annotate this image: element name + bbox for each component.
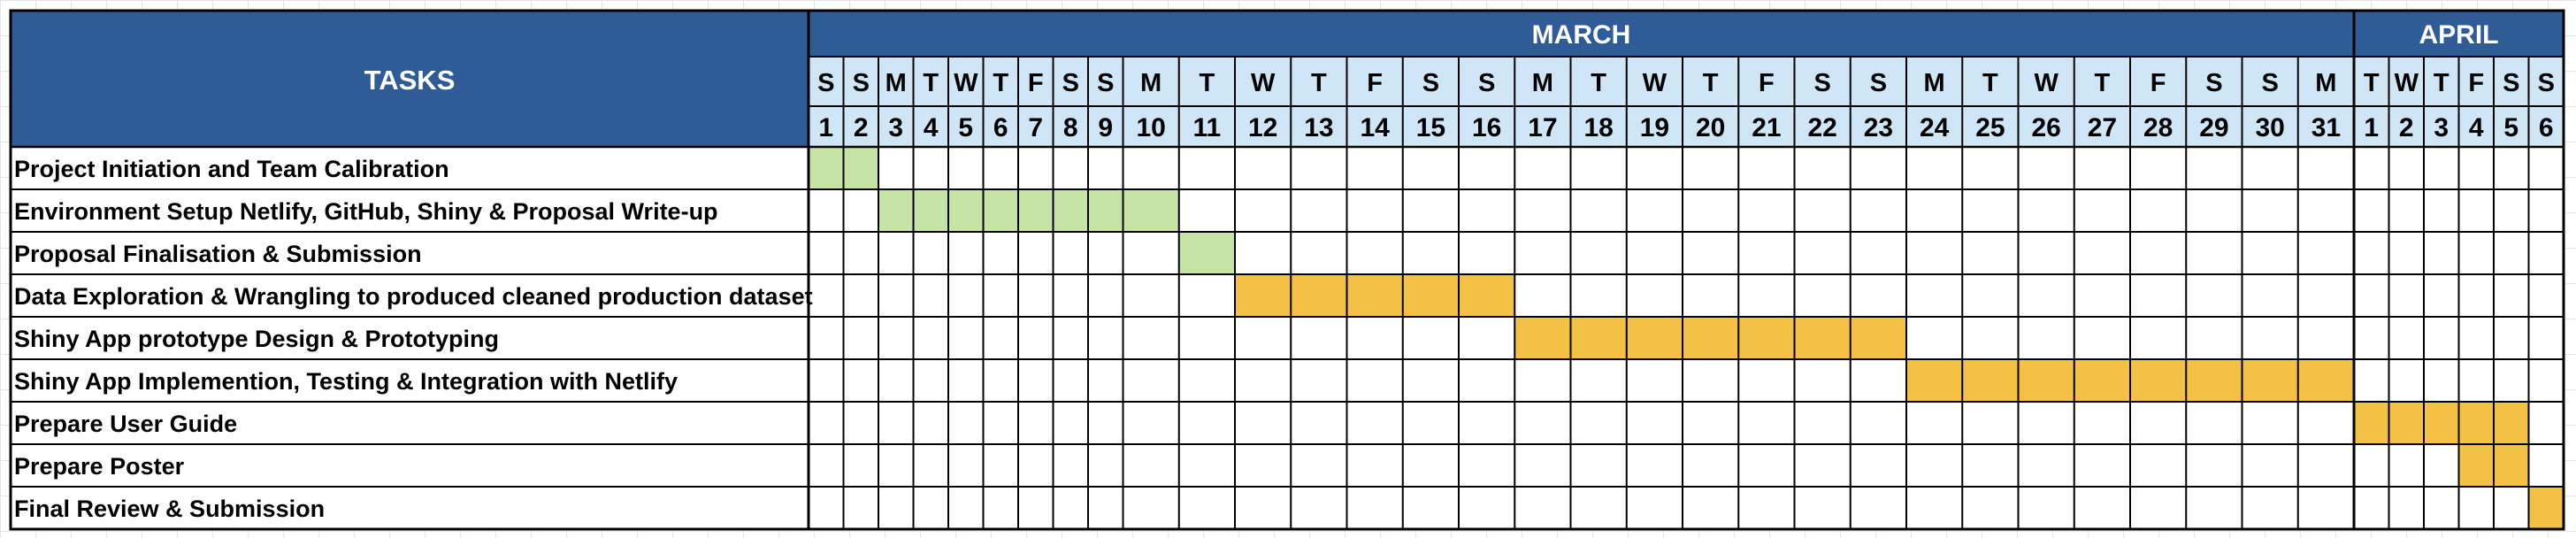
day-number-label: 6 (993, 113, 1008, 142)
weekday-label: M (1532, 69, 1553, 97)
weekday-label: S (2205, 69, 2222, 97)
day-number-label: 15 (1416, 113, 1445, 142)
task-bar (2354, 402, 2529, 444)
day-number-label: 12 (1248, 113, 1277, 142)
weekday-label: W (1643, 69, 1668, 97)
task-label: Prepare User Guide (14, 411, 237, 437)
day-number-label: 7 (1028, 113, 1043, 142)
weekday-label: T (1591, 69, 1606, 97)
day-number-label: 29 (2199, 113, 2228, 142)
weekday-label: M (1140, 69, 1162, 97)
day-number-label: 27 (2088, 113, 2117, 142)
weekday-label: S (2538, 69, 2555, 97)
task-label: Project Initiation and Team Calibration (14, 156, 449, 182)
day-number-label: 26 (2031, 113, 2060, 142)
weekday-label: M (1924, 69, 1945, 97)
task-label: Final Review & Submission (14, 496, 325, 522)
day-number-label: 16 (1472, 113, 1501, 142)
day-number-label: 2 (2399, 113, 2414, 142)
day-number-label: 2 (854, 113, 869, 142)
day-number-label: 10 (1136, 113, 1165, 142)
day-number-label: 18 (1583, 113, 1613, 142)
day-number-label: 22 (1807, 113, 1836, 142)
weekday-label: F (2468, 69, 2484, 97)
day-number-label: 21 (1752, 113, 1781, 142)
weekday-label: F (2150, 69, 2166, 97)
day-number-label: 4 (924, 113, 939, 142)
weekday-label: T (2364, 69, 2380, 97)
day-number-label: 31 (2312, 113, 2341, 142)
task-bar (1235, 274, 1515, 317)
task-bar (1514, 317, 1906, 359)
weekday-label: S (1870, 69, 1887, 97)
day-number-label: 5 (958, 113, 973, 142)
day-number-label: 24 (1920, 113, 1950, 142)
task-label: Prepare Poster (14, 453, 185, 480)
weekday-label: T (1982, 69, 1998, 97)
weekday-label: F (1759, 69, 1775, 97)
weekday-label: S (1062, 69, 1079, 97)
day-number-label: 14 (1360, 113, 1390, 142)
weekday-label: T (2434, 69, 2450, 97)
weekday-label: W (2395, 69, 2419, 97)
weekday-label: S (1422, 69, 1439, 97)
task-label: Environment Setup Netlify, GitHub, Shiny… (14, 198, 718, 225)
weekday-label: F (1367, 69, 1383, 97)
tasks-header-cell (11, 11, 809, 147)
weekday-label: S (1478, 69, 1495, 97)
weekday-label: W (1251, 69, 1276, 97)
day-number-label: 6 (2539, 113, 2554, 142)
day-number-label: 3 (2434, 113, 2449, 142)
day-number-label: 1 (818, 113, 833, 142)
month-label: APRIL (2419, 20, 2499, 50)
weekday-label: F (1028, 69, 1044, 97)
month-label: MARCH (1532, 20, 1631, 50)
weekday-label: S (2261, 69, 2278, 97)
weekday-label: S (817, 69, 834, 97)
day-header-band (809, 57, 2564, 147)
weekday-label: S (1097, 69, 1114, 97)
task-label: Shiny App Implemention, Testing & Integr… (14, 368, 678, 395)
task-label: Shiny App prototype Design & Prototyping (14, 326, 499, 352)
day-number-label: 8 (1063, 113, 1078, 142)
weekday-label: T (1703, 69, 1719, 97)
day-number-label: 20 (1696, 113, 1725, 142)
tasks-header-label: TASKS (364, 65, 456, 96)
weekday-label: T (1311, 69, 1327, 97)
day-number-label: 17 (1528, 113, 1557, 142)
day-number-label: 5 (2503, 113, 2518, 142)
task-bar (878, 189, 1179, 232)
task-label: Proposal Finalisation & Submission (14, 241, 422, 267)
task-label: Data Exploration & Wrangling to produced… (14, 283, 813, 310)
weekday-label: S (2503, 69, 2519, 97)
gantt-outer-border (9, 9, 2565, 531)
weekday-label: S (1813, 69, 1830, 97)
weekday-label: M (2315, 69, 2336, 97)
day-number-label: 13 (1304, 113, 1333, 142)
task-bar (2528, 487, 2564, 529)
month-header-march (809, 11, 2354, 57)
day-number-label: 19 (1640, 113, 1669, 142)
weekday-label: M (886, 69, 907, 97)
day-number-label: 23 (1864, 113, 1893, 142)
weekday-label: T (993, 69, 1008, 97)
day-number-label: 25 (1975, 113, 2005, 142)
weekday-label: W (2034, 69, 2058, 97)
weekday-label: S (853, 69, 870, 97)
day-number-label: 3 (888, 113, 903, 142)
day-number-label: 1 (2364, 113, 2379, 142)
day-number-label: 28 (2143, 113, 2173, 142)
day-number-label: 9 (1098, 113, 1113, 142)
weekday-label: T (2095, 69, 2111, 97)
task-bar (1178, 232, 1235, 274)
month-header-april (2354, 11, 2564, 57)
day-number-label: 4 (2469, 113, 2484, 142)
weekday-label: T (923, 69, 939, 97)
weekday-label: T (1200, 69, 1215, 97)
day-number-label: 11 (1193, 113, 1222, 142)
day-number-label: 30 (2255, 113, 2284, 142)
weekday-label: W (954, 69, 978, 97)
